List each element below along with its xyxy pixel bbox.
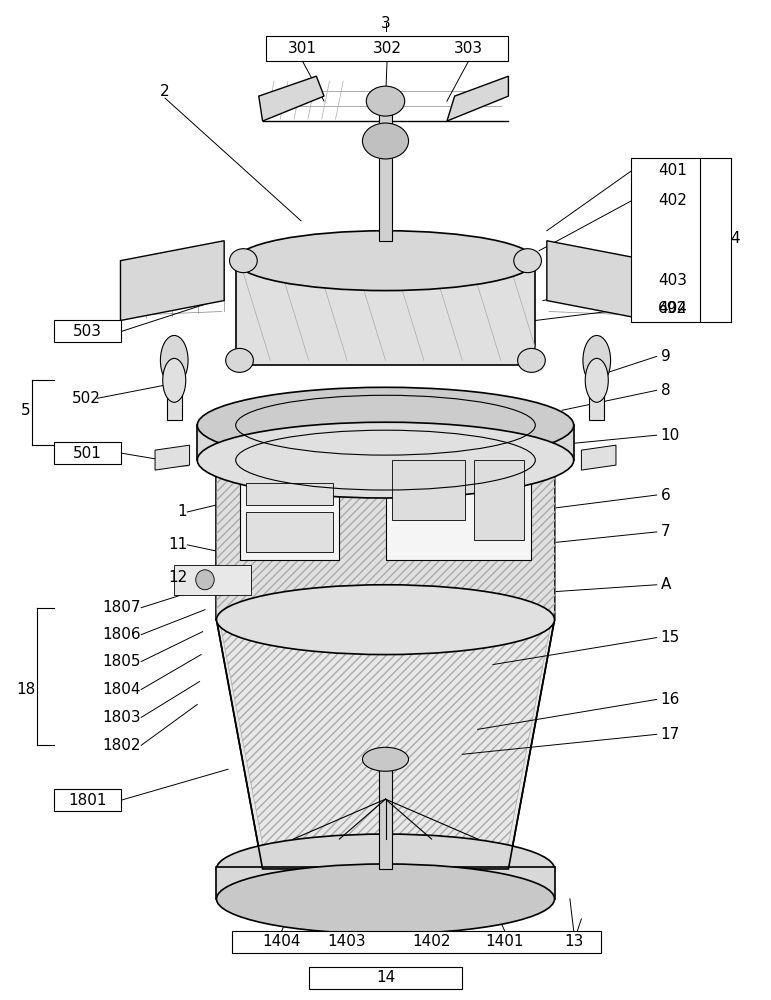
Bar (246, 483, 333, 505)
Bar (379, 101, 392, 241)
Text: 403: 403 (658, 273, 687, 288)
Ellipse shape (160, 335, 188, 385)
Ellipse shape (362, 123, 409, 159)
Bar (217, 867, 554, 899)
Text: 1802: 1802 (103, 738, 141, 753)
Text: 1803: 1803 (103, 710, 141, 725)
Text: 1403: 1403 (328, 934, 366, 949)
Polygon shape (217, 620, 554, 869)
Bar (217, 460, 554, 620)
Text: 692: 692 (658, 301, 687, 316)
Text: 9: 9 (661, 349, 670, 364)
Text: 502: 502 (72, 391, 101, 406)
Ellipse shape (163, 358, 186, 402)
Bar (174, 565, 251, 595)
Ellipse shape (585, 358, 608, 402)
Ellipse shape (226, 348, 254, 372)
Text: 301: 301 (288, 41, 317, 56)
Text: 3: 3 (381, 16, 390, 31)
Ellipse shape (217, 425, 554, 495)
Bar (386, 450, 531, 560)
Ellipse shape (217, 834, 554, 904)
Bar (197, 425, 574, 460)
Text: 2: 2 (160, 84, 170, 99)
Polygon shape (259, 76, 324, 121)
Ellipse shape (513, 249, 541, 273)
Text: 12: 12 (168, 570, 187, 585)
Text: 6: 6 (661, 488, 670, 503)
Text: 402: 402 (658, 193, 687, 208)
Text: 7: 7 (661, 524, 670, 539)
Text: A: A (661, 577, 671, 592)
Text: 10: 10 (661, 428, 680, 443)
Ellipse shape (197, 387, 574, 463)
Text: 302: 302 (372, 41, 402, 56)
Text: 18: 18 (16, 682, 35, 697)
Text: 11: 11 (168, 537, 187, 552)
Text: 501: 501 (73, 446, 102, 461)
Bar (236, 261, 535, 365)
Polygon shape (447, 76, 508, 121)
Text: 14: 14 (376, 970, 395, 985)
Text: 4: 4 (730, 231, 740, 246)
Text: 1801: 1801 (68, 793, 106, 808)
Text: 1404: 1404 (263, 934, 301, 949)
Bar (267, 36, 508, 61)
Bar (392, 460, 465, 520)
Text: 1: 1 (177, 504, 187, 519)
Bar (379, 759, 392, 869)
Polygon shape (155, 445, 190, 470)
Ellipse shape (217, 864, 554, 934)
Ellipse shape (217, 585, 554, 655)
Bar (631, 158, 701, 322)
Bar (308, 967, 463, 989)
Bar (54, 789, 121, 811)
Text: 1806: 1806 (103, 627, 141, 642)
Text: 1807: 1807 (103, 600, 141, 615)
Text: 1402: 1402 (412, 934, 451, 949)
Text: 1805: 1805 (103, 654, 141, 669)
Text: 17: 17 (661, 727, 680, 742)
Text: 15: 15 (661, 630, 680, 645)
Ellipse shape (583, 335, 611, 385)
Bar (589, 360, 604, 420)
Ellipse shape (230, 249, 258, 273)
Ellipse shape (197, 422, 574, 498)
Bar (167, 360, 182, 420)
Text: 5: 5 (21, 403, 31, 418)
Bar (217, 460, 554, 620)
Ellipse shape (366, 86, 405, 116)
Text: 8: 8 (661, 383, 670, 398)
Polygon shape (581, 445, 616, 470)
Ellipse shape (196, 570, 214, 590)
Text: 303: 303 (454, 41, 483, 56)
Text: 1804: 1804 (103, 682, 141, 697)
Ellipse shape (236, 231, 535, 291)
Text: 404: 404 (658, 301, 687, 316)
Text: 503: 503 (73, 324, 102, 339)
Bar (54, 320, 121, 342)
Text: 1401: 1401 (485, 934, 524, 949)
Bar (246, 512, 333, 552)
Ellipse shape (517, 348, 545, 372)
Bar (240, 475, 339, 560)
Polygon shape (120, 241, 224, 320)
Ellipse shape (362, 747, 409, 771)
Bar (232, 931, 601, 953)
Text: 13: 13 (564, 934, 584, 949)
Polygon shape (547, 241, 651, 320)
Bar (474, 460, 524, 540)
Text: 16: 16 (661, 692, 680, 707)
Bar (54, 442, 121, 464)
Text: 401: 401 (658, 163, 687, 178)
